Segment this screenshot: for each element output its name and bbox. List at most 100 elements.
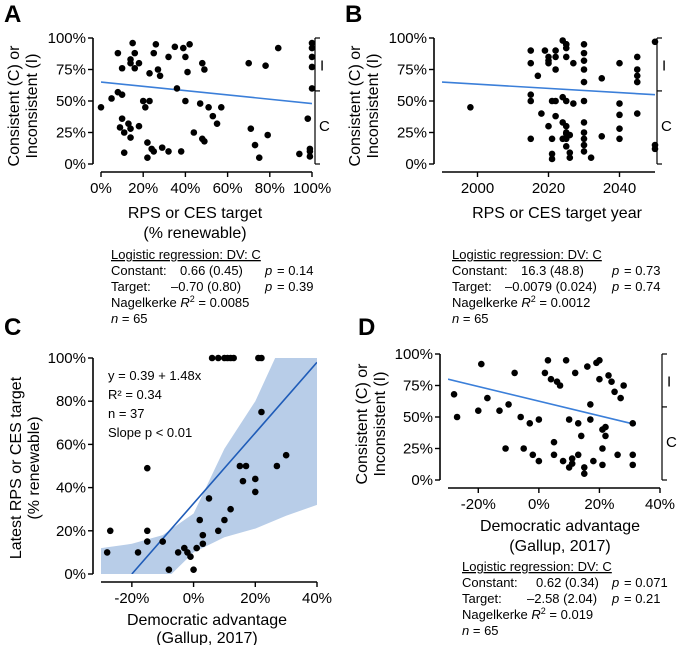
panel-d-data-point [556, 382, 564, 389]
panel-b-data-point [527, 97, 535, 105]
panel-a-xlabel-line2: (% renewable) [143, 225, 246, 242]
panel-a-data-point [173, 85, 181, 92]
panel-a-data-point [150, 49, 158, 57]
panel-c-annot-slope: Slope p < 0.01 [108, 425, 192, 440]
panel-d-letter: D [358, 314, 375, 341]
panel-a-side-label-c: C [319, 118, 330, 135]
panel-a-data-point [205, 104, 212, 111]
panel-d-reg-n: n = 65 [462, 623, 499, 638]
panel-d-data-point [611, 388, 618, 396]
panel-b-letter: B [345, 1, 362, 28]
panel-a-data-point [146, 69, 153, 77]
panel-a-ylabel-line2: Inconsistent (I) [24, 54, 41, 159]
panel-c-data-point [174, 549, 182, 556]
panel-d-reg-nagelkerke: Nagelkerke R2 = 0.019 [462, 606, 593, 622]
panel-a-data-point [213, 120, 221, 127]
panel-b-data-point [562, 143, 570, 150]
panel-d-data-point [565, 416, 573, 423]
panel-d-data-point [580, 464, 588, 471]
panel-b-regression-table: Logistic regression: DV: C Constant: 16.… [452, 247, 661, 326]
panel-d-data-point [568, 460, 576, 467]
panel-a-data-point [182, 97, 189, 105]
panel-d-xtick-label: -20% [461, 496, 496, 513]
panel-c-ytick-label: 80% [56, 393, 86, 410]
panel-a-data-point [247, 125, 255, 133]
panel-b-data-point [534, 72, 542, 80]
panel-a-data-point [190, 129, 198, 136]
panel-d-data-point [614, 451, 621, 459]
panel-c-data-point [273, 462, 281, 470]
panel-a-reg-const-est: 0.66 (0.45) [180, 263, 243, 278]
panel-b-data-point [633, 66, 641, 73]
panel-a-data-point [184, 68, 191, 76]
panel-b-data-point [552, 112, 559, 120]
panel-b-data-point [527, 135, 535, 143]
panel-b-data-point [548, 155, 556, 163]
panel-a-xtick-label: 100% [293, 180, 331, 197]
panel-d-data-point [526, 420, 534, 427]
panel-d-data-point [541, 369, 549, 377]
panel-c-data-point [187, 553, 194, 561]
panel-b-reg-n: n = 65 [452, 311, 489, 326]
panel-b-data-point [562, 44, 570, 52]
panel-a-data-point [308, 85, 316, 92]
panel-a-data-point [196, 100, 204, 107]
panel-d-data-point [629, 420, 637, 427]
panel-b-data-point [580, 119, 588, 126]
panel-a-letter: A [4, 1, 21, 28]
panel-d-data-point [602, 432, 609, 440]
panel-d-data-point [599, 445, 606, 452]
panel-b-data-point [552, 97, 559, 105]
panel-c-data-point [208, 354, 216, 362]
panel-d-data-point [550, 451, 558, 459]
panel-a-reg-target-label: Target: [111, 279, 151, 294]
panel-a-data-point [125, 120, 132, 127]
panel-b-data-point [616, 111, 623, 119]
panel-b-ytick-label: 25% [397, 125, 427, 142]
panel-a-data-point [146, 97, 153, 105]
panel-a-data-point [255, 154, 263, 161]
panel-d-reg-target-pval: = 0.21 [624, 591, 661, 606]
panel-b-side-label-c: C [661, 118, 672, 135]
panel-c-data-point [282, 451, 290, 459]
panel-b-plot: 0% 25% 50% 75% 100% 2000 2020 2040 I C [389, 30, 672, 197]
panel-b-data-point [541, 47, 549, 54]
panel-b-data-point [552, 66, 559, 73]
panel-b-ytick-label: 75% [397, 62, 427, 79]
panel-b-data-point [527, 91, 535, 98]
panel-d-reg-const-p: p [611, 575, 619, 590]
panel-d-data-point [580, 470, 588, 478]
panel-a-data-point [152, 41, 160, 48]
panel-b-data-point [633, 110, 641, 117]
panel-b-xtick-label: 2040 [603, 180, 636, 197]
panel-c-xtick-label: 20% [240, 590, 270, 607]
panel-a-data-point [139, 97, 147, 105]
panel-b-data-point [566, 154, 574, 161]
panel-a-reg-nagelkerke: Nagelkerke R2 = 0.0085 [111, 294, 249, 310]
panel-d-data-point [629, 461, 637, 469]
panel-d-reg-heading: Logistic regression: DV: C [462, 559, 612, 574]
panel-d-fit-line [448, 378, 636, 426]
panel-a-data-point [171, 43, 179, 51]
panel-b-data-point [598, 132, 606, 140]
panel-a-data-point [306, 148, 314, 155]
panel-a-data-point [120, 149, 128, 156]
panel-a-data-point [127, 59, 134, 67]
panel-a-data-point [142, 104, 149, 111]
panel-a-data-point [108, 95, 115, 102]
panel-a-data-point [251, 141, 259, 149]
panel-c-xlabel-line2: (Gallup, 2017) [156, 630, 257, 645]
panel-b-data-point [562, 97, 570, 105]
panel-c-data-point [251, 488, 259, 496]
panel-d-data-point [450, 391, 458, 398]
panel-d-data-point [596, 375, 603, 383]
panel-a-ytick-label: 0% [64, 156, 86, 173]
panel-d-data-point [520, 445, 528, 452]
panel-b-data-point [580, 66, 588, 73]
panel-b-data-point [552, 47, 559, 54]
panel-d-xtick-label: 20% [584, 496, 614, 513]
panel-a-reg-heading: Logistic regression: DV: C [111, 247, 261, 262]
panel-d-regression-table: Logistic regression: DV: C Constant: 0.6… [462, 559, 668, 638]
panel-c-data-point [196, 516, 204, 524]
panel-d-data-point [453, 413, 461, 421]
